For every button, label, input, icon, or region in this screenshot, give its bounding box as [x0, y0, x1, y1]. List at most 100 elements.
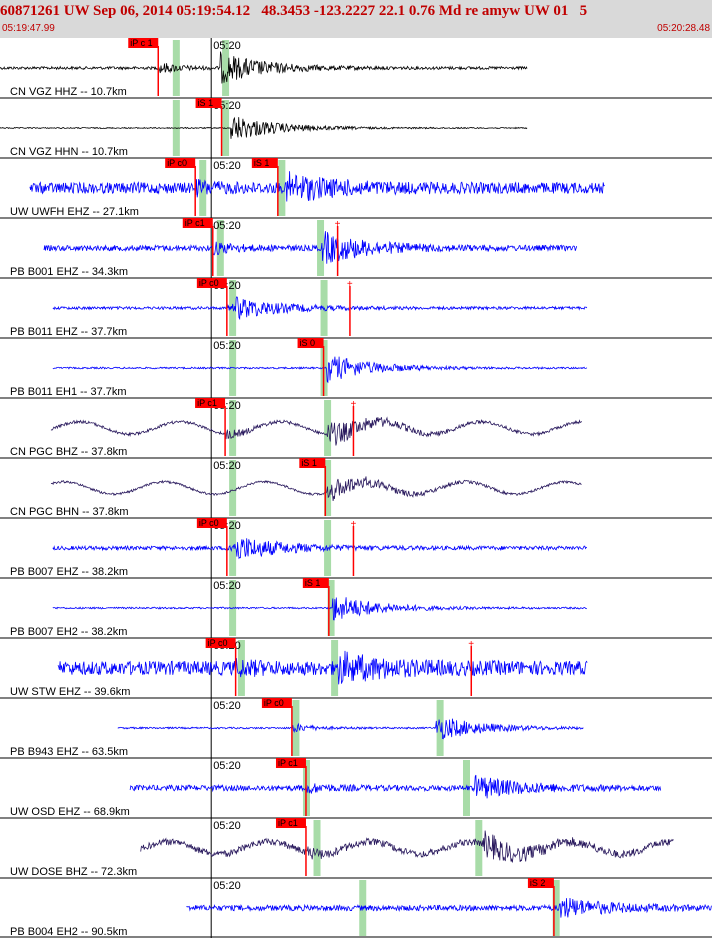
arrival-marker: [229, 400, 237, 456]
p-pick-label: iP c0: [199, 518, 219, 528]
p-pick-flag: [165, 158, 196, 168]
arrival-marker: [317, 220, 325, 276]
s-pick-plus: +: [468, 639, 474, 650]
waveform: [0, 116, 528, 139]
arrival-marker: [462, 760, 470, 816]
minute-tick-label: 05:20: [213, 880, 241, 892]
p-pick-label: iP c1: [278, 758, 298, 768]
p-pick-label: iP c0: [167, 158, 187, 168]
arrival-marker: [475, 820, 483, 876]
waveform: [117, 718, 584, 740]
station-label: PB B001 EHZ -- 34.3km: [10, 266, 128, 278]
s-pick-label: iS 1: [305, 578, 321, 588]
s-pick-plus: +: [347, 279, 353, 290]
s-pick-plus: +: [335, 219, 341, 230]
station-label: CN VGZ HHZ -- 10.7km: [10, 86, 127, 98]
station-label: PB B007 EH2 -- 38.2km: [10, 626, 127, 638]
minute-tick-label: 05:20: [213, 700, 241, 712]
p-pick-flag: [261, 698, 292, 708]
p-pick-flag: [195, 398, 226, 408]
s-pick-flag: [195, 98, 222, 108]
p-pick-flag: [128, 38, 159, 48]
minute-tick-label: 05:20: [213, 460, 241, 472]
s-pick-flag: [527, 878, 554, 888]
trace-row: 05:20 iP c1 UW OSD EHZ -- 68.9km: [0, 757, 712, 818]
waveform: [50, 416, 582, 446]
arrival-marker: [222, 100, 230, 156]
waveform: [43, 231, 578, 264]
station-label: CN VGZ HHN -- 10.7km: [10, 146, 128, 158]
waveform: [52, 295, 588, 321]
waveform: [29, 171, 605, 202]
waveform: [50, 476, 582, 502]
arrival-marker: [229, 520, 237, 576]
waveform: [52, 597, 587, 621]
minute-tick-label: 05:20: [213, 220, 241, 232]
trace-row: 05:20 iP c0 PB B943 EHZ -- 63.5km: [0, 697, 712, 758]
minute-tick-label: 05:20: [213, 820, 241, 832]
p-pick-label: iP c1: [185, 218, 205, 228]
waveform: [52, 538, 588, 560]
s-pick-label: iS 0: [300, 338, 316, 348]
arrival-marker: [229, 460, 237, 516]
p-pick-label: iP c1: [278, 818, 298, 828]
arrival-marker: [331, 640, 339, 696]
station-label: PB B943 EHZ -- 63.5km: [10, 746, 128, 758]
p-pick-flag: [182, 218, 213, 228]
s-pick-flag: [297, 338, 324, 348]
station-label: PB B011 EH1 -- 37.7km: [10, 386, 127, 398]
trace-row: 05:20 iS 1 CN PGC BHN -- 37.8km: [0, 457, 712, 518]
p-pick-flag: [275, 818, 306, 828]
p-pick-label: iP c0: [264, 698, 284, 708]
window-start-time: 05:19:47.99: [2, 23, 55, 34]
station-label: UW UWFH EHZ -- 27.1km: [10, 206, 139, 218]
trace-row: 05:20 iS 1 PB B007 EH2 -- 38.2km: [0, 577, 712, 638]
seismogram-panel: 05:20 iP c 1 CN VGZ HHZ -- 10.7km 05:20 iS 1…: [0, 38, 712, 938]
s-pick-label: iS 1: [198, 98, 214, 108]
arrival-marker: [292, 700, 300, 756]
arrival-marker: [199, 160, 207, 216]
s-pick-label: iS 1: [254, 158, 270, 168]
trace-row: 05:20 iP c 1 CN VGZ HHZ -- 10.7km: [0, 38, 528, 98]
minute-tick-label: 05:20: [213, 40, 241, 52]
s-pick-plus: +: [350, 399, 356, 410]
station-label: PB B004 EH2 -- 90.5km: [10, 926, 127, 938]
station-label: CN PGC BHN -- 37.8km: [10, 506, 129, 518]
s-pick-flag: [302, 578, 329, 588]
minute-tick-label: 05:20: [213, 340, 241, 352]
station-label: CN PGC BHZ -- 37.8km: [10, 446, 127, 458]
arrival-marker: [278, 160, 286, 216]
trace-row: 05:20 iP c1 UW DOSE BHZ -- 72.3km: [0, 817, 712, 878]
minute-tick-label: 05:20: [213, 760, 241, 772]
minute-tick-label: 05:20: [213, 160, 241, 172]
station-label: UW OSD EHZ -- 68.9km: [10, 806, 130, 818]
waveform: [0, 51, 528, 84]
p-pick-label: iP c 1: [130, 38, 152, 48]
arrival-marker: [229, 340, 237, 396]
s-pick-label: iS 1: [301, 458, 317, 468]
station-label: PB B011 EHZ -- 37.7km: [10, 326, 127, 338]
waveform: [129, 774, 662, 799]
window-end-time: 05:20:28.48: [657, 23, 710, 34]
waveform: [52, 356, 588, 384]
s-pick-flag: [251, 158, 278, 168]
event-title: 60871261 UW Sep 06, 2014 05:19:54.12 48.…: [0, 3, 588, 19]
trace-row: 05:20 iS 0 PB B011 EH1 -- 37.7km: [0, 337, 712, 398]
arrival-marker: [313, 820, 321, 876]
p-pick-flag: [275, 758, 306, 768]
trace-row: 05:20 iS 2 PB B004 EH2 -- 90.5km: [0, 877, 712, 938]
waveform: [186, 897, 712, 918]
trace-row: 05:20 iP c0 iS 1 UW UWFH EHZ -- 27.1km: [0, 157, 712, 218]
s-pick-flag: [299, 458, 326, 468]
waveform: [140, 830, 674, 863]
p-pick-label: iP c1: [197, 398, 217, 408]
station-label: PB B007 EHZ -- 38.2km: [10, 566, 128, 578]
p-pick-flag: [205, 638, 236, 648]
arrival-marker: [324, 400, 332, 456]
waveform: [57, 650, 588, 685]
p-pick-flag: [196, 518, 227, 528]
